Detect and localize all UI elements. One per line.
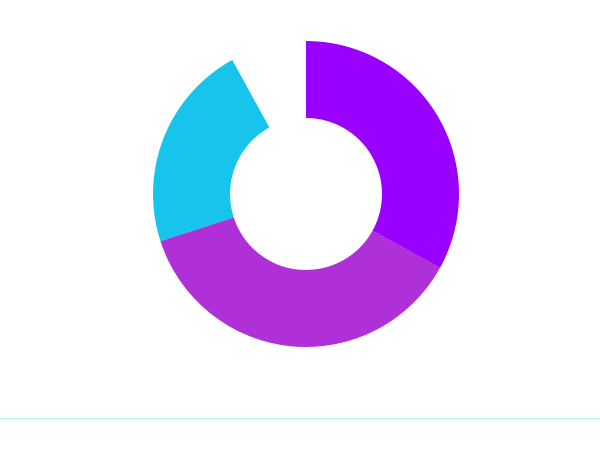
donut-slice bbox=[232, 41, 306, 128]
donut-slice bbox=[306, 41, 459, 268]
donut-slice bbox=[160, 217, 441, 348]
donut-slice bbox=[153, 59, 270, 242]
